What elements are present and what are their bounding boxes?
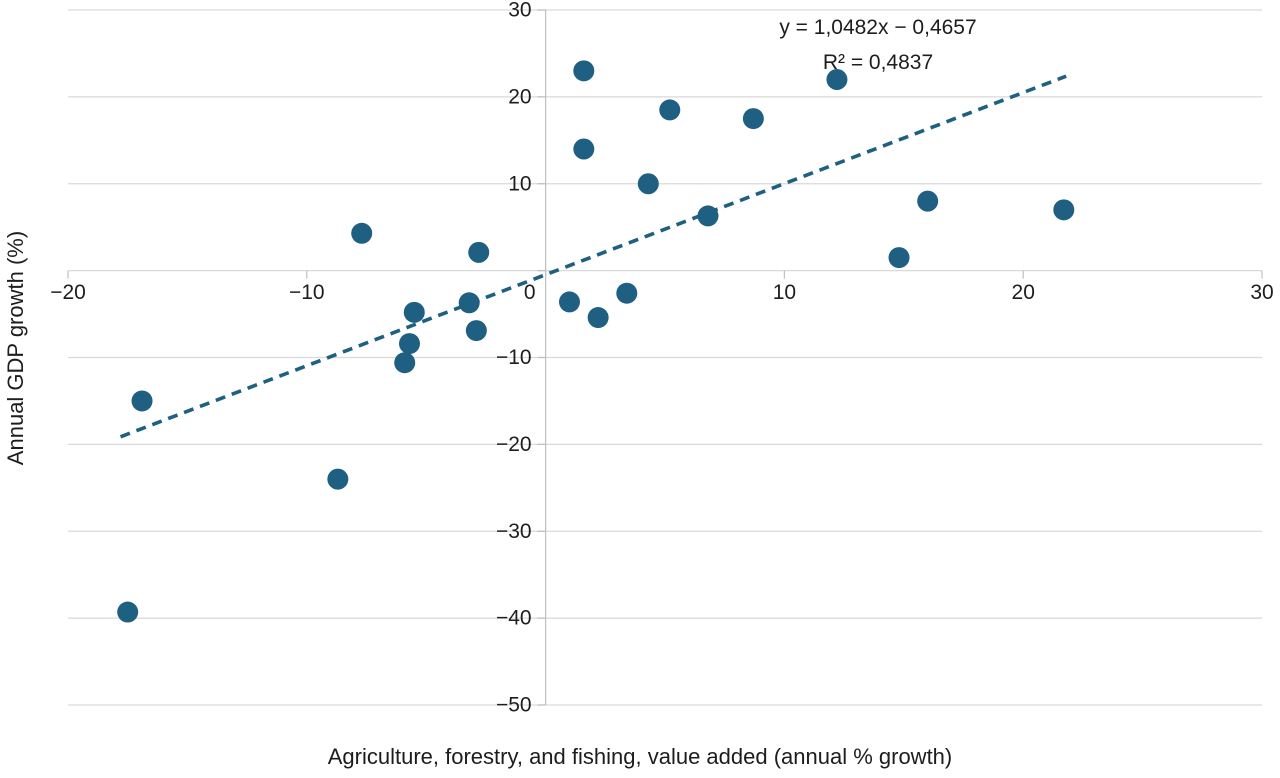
y-tick-label: −10 xyxy=(496,346,532,369)
data-point xyxy=(465,320,487,342)
data-point xyxy=(327,468,349,490)
data-point xyxy=(398,333,420,355)
r-squared-label: R² = 0,4837 xyxy=(822,51,934,74)
data-point xyxy=(917,190,939,212)
data-point xyxy=(697,205,719,227)
data-point xyxy=(351,222,373,244)
x-tick-label: 20 xyxy=(1012,281,1035,304)
y-tick-label: −30 xyxy=(496,520,532,543)
data-point xyxy=(659,99,681,121)
data-point xyxy=(458,292,480,314)
x-tick-label: 10 xyxy=(773,281,796,304)
y-tick-label: 20 xyxy=(508,85,531,108)
data-point xyxy=(1053,199,1075,221)
tick-labels: 30 20 10 −10 −20 −30 −40 −50 −20 −10 0 10 20 30 xyxy=(50,0,1273,717)
axes xyxy=(67,9,1263,706)
data-point xyxy=(558,291,580,313)
y-axis-title: Annual GDP growth (%) xyxy=(3,230,28,466)
data-point xyxy=(637,173,659,195)
y-tick-label: −50 xyxy=(496,694,532,717)
trendline-equation: y = 1,0482x − 0,4657 xyxy=(779,16,977,39)
x-tick-label: 30 xyxy=(1250,281,1273,304)
data-point xyxy=(742,108,764,130)
y-tick-label: 10 xyxy=(508,172,531,195)
x-axis-title: Agriculture, forestry, and fishing, valu… xyxy=(327,744,953,769)
data-point xyxy=(394,352,416,374)
data-point xyxy=(826,69,848,90)
data-point xyxy=(888,247,910,269)
data-point xyxy=(131,390,153,412)
x-tick-label: −20 xyxy=(50,281,86,304)
data-point xyxy=(573,138,595,160)
data-point xyxy=(117,601,139,623)
y-tick-label: −40 xyxy=(496,607,532,630)
x-tick-label: −10 xyxy=(289,281,325,304)
data-point xyxy=(573,60,595,82)
data-point xyxy=(403,301,425,323)
data-point xyxy=(616,282,638,304)
y-tick-label: −20 xyxy=(496,433,532,456)
data-point xyxy=(587,307,609,329)
gridlines xyxy=(68,9,1262,706)
data-points xyxy=(117,60,1075,623)
trendline xyxy=(119,74,1067,439)
y-tick-label: 30 xyxy=(508,0,531,22)
data-point xyxy=(468,241,490,263)
trendline-annotation: y = 1,0482x − 0,4657 R² = 0,4837 xyxy=(640,10,1116,80)
x-tick-label: 0 xyxy=(524,281,536,304)
